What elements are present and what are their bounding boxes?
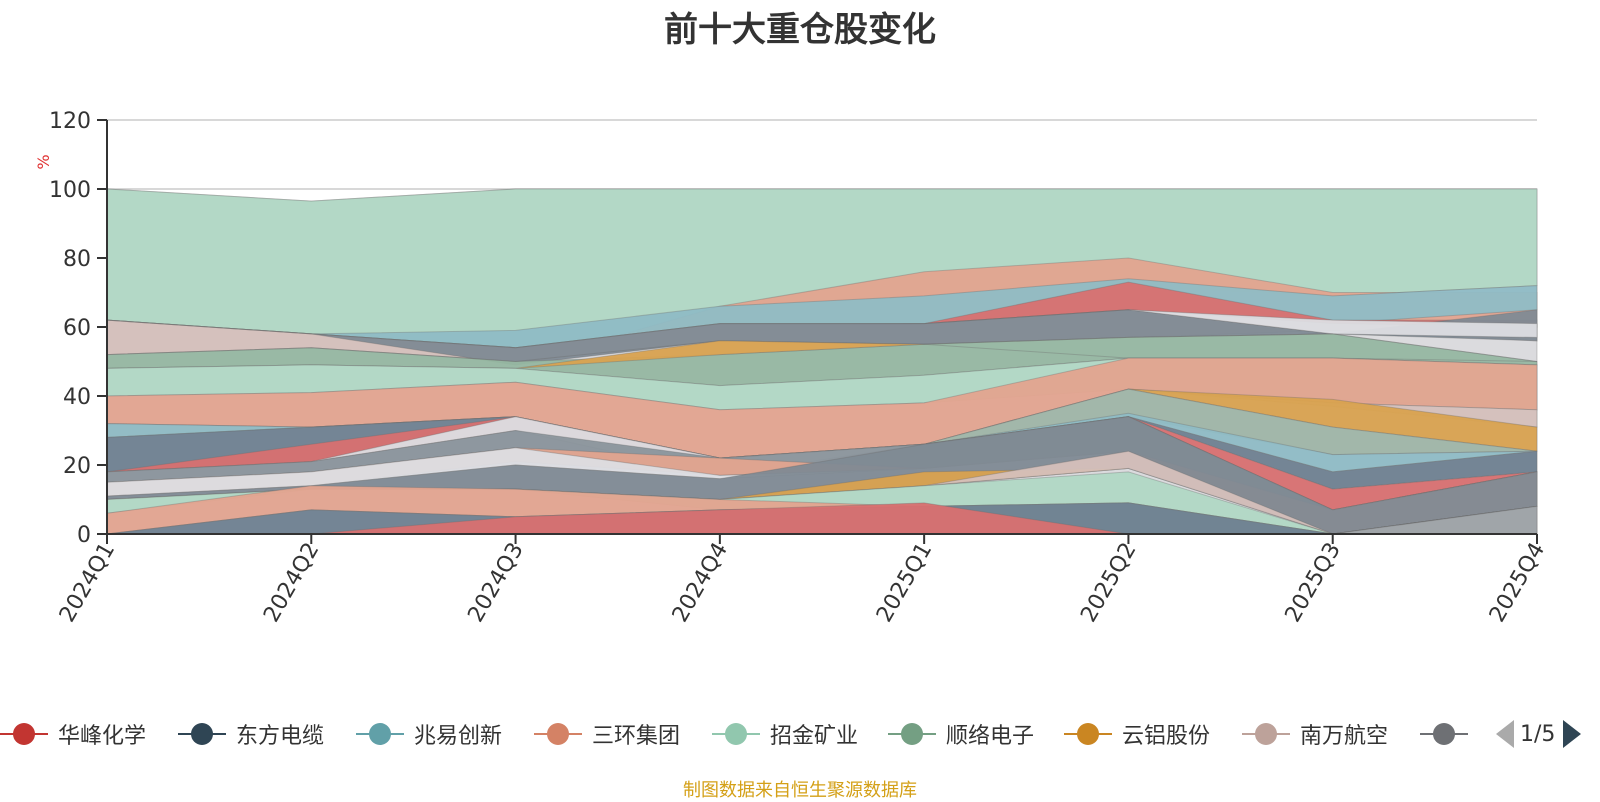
y-tick-label: 60 xyxy=(63,316,91,341)
chart-canvas: 0 20 40 60 80 100 120% 2024Q1 2024Q2 2024Q3 2024Q4… xyxy=(34,109,1550,627)
legend-item[interactable]: 华峰化学 xyxy=(0,716,146,752)
legend-marker-icon xyxy=(178,722,226,746)
legend: 华峰化学 东方电缆 兆易创新 三环集团 招金矿业 顺络电子 云铝股份 南万航空 xyxy=(0,716,1600,752)
x-tick-label: 2025Q2 xyxy=(1076,539,1141,627)
legend-marker-icon xyxy=(534,722,582,746)
legend-item[interactable]: 招金矿业 xyxy=(712,716,858,752)
y-tick-label: 20 xyxy=(63,454,91,479)
x-tick-label: 2024Q4 xyxy=(668,539,733,627)
y-tick-label: 40 xyxy=(63,385,91,410)
legend-label: 南万航空 xyxy=(1300,724,1389,749)
legend-marker-icon xyxy=(1420,722,1468,746)
chart-title: 前十大重仓股变化 xyxy=(664,10,936,50)
legend-marker-icon xyxy=(1242,722,1290,746)
y-tick-label: 80 xyxy=(63,247,91,272)
legend-label: 招金矿业 xyxy=(770,724,859,749)
y-tick-label: 100 xyxy=(49,178,91,203)
legend-item[interactable]: 东方电缆 xyxy=(178,716,324,752)
legend-marker-icon xyxy=(888,722,936,746)
legend-item[interactable]: 南万航空 xyxy=(1242,716,1388,752)
y-axis-unit: % xyxy=(34,154,53,169)
legend-label: 兆易创新 xyxy=(414,724,503,749)
legend-prev-button[interactable] xyxy=(1496,720,1514,748)
legend-label: 华峰化学 xyxy=(58,724,147,749)
legend-item[interactable]: 顺络电子 xyxy=(888,716,1034,752)
legend-marker-icon xyxy=(0,722,48,746)
x-tick-label: 2024Q1 xyxy=(55,539,120,627)
legend-next-button[interactable] xyxy=(1563,720,1582,748)
legend-label: 三环集团 xyxy=(592,724,681,749)
area-band xyxy=(106,412,1538,473)
legend-marker-icon xyxy=(356,722,404,746)
x-tick-label: 2025Q1 xyxy=(872,539,937,627)
y-tick-label: 120 xyxy=(49,109,91,134)
source-note: 制图数据来自恒生聚源数据库 xyxy=(683,780,917,801)
legend-items: 华峰化学 东方电缆 兆易创新 三环集团 招金矿业 顺络电子 云铝股份 南万航空 xyxy=(0,716,1470,752)
legend-item[interactable] xyxy=(1420,716,1470,752)
legend-label: 东方电缆 xyxy=(236,724,325,749)
legend-label: 顺络电子 xyxy=(946,724,1035,749)
legend-marker-icon xyxy=(1064,722,1112,746)
area-band xyxy=(106,340,1538,369)
area-band xyxy=(106,309,1538,349)
x-tick-label: 2025Q4 xyxy=(1485,539,1550,627)
legend-pager: 1/5 xyxy=(1496,716,1582,752)
x-tick-label: 2025Q3 xyxy=(1281,539,1346,627)
legend-label: 云铝股份 xyxy=(1122,724,1211,749)
legend-item[interactable]: 三环集团 xyxy=(534,716,680,752)
legend-page-indicator: 1/5 xyxy=(1520,721,1556,747)
legend-marker-icon xyxy=(712,722,760,746)
legend-item[interactable]: 兆易创新 xyxy=(356,716,502,752)
area-band xyxy=(106,388,1538,459)
legend-item[interactable]: 云铝股份 xyxy=(1064,716,1210,752)
x-tick-label: 2024Q2 xyxy=(259,539,324,627)
y-tick-label: 0 xyxy=(77,523,91,548)
x-tick-label: 2024Q3 xyxy=(463,539,528,627)
area-bands xyxy=(106,188,1538,535)
